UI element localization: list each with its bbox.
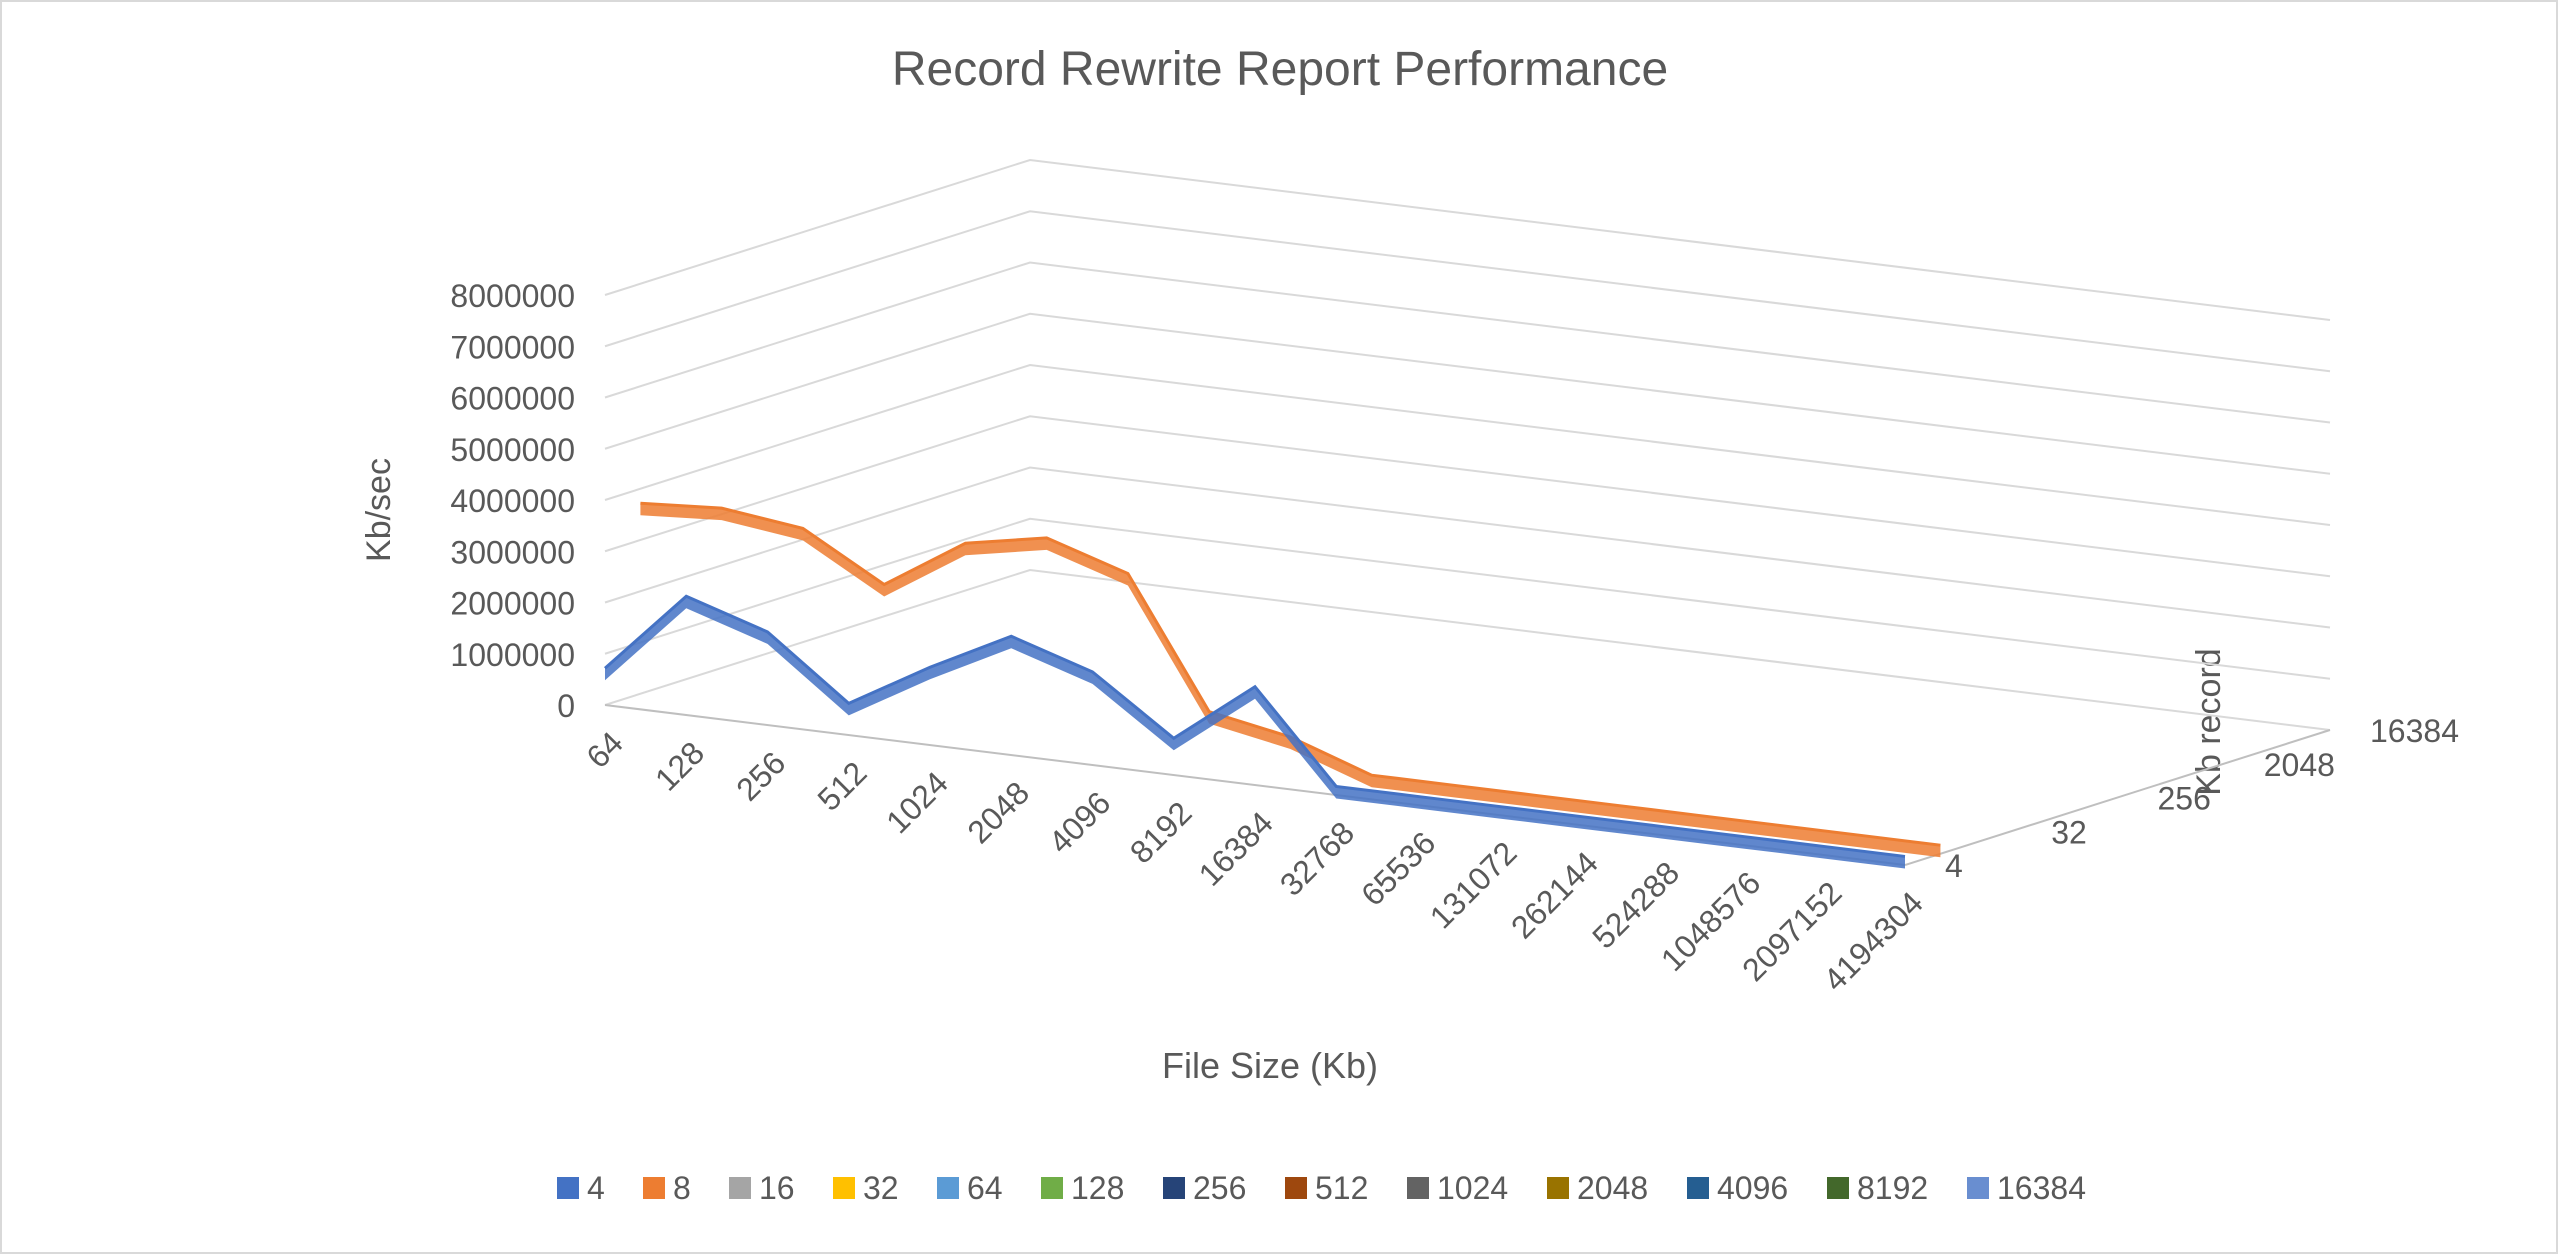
y-tick-label: 1000000	[450, 637, 575, 673]
series-edge-4	[604, 594, 1906, 858]
z-tick-label: 32	[2051, 814, 2087, 850]
gridline	[604, 466, 2331, 629]
legend-label-4096: 4096	[1717, 1170, 1788, 1206]
legend-label-16: 16	[759, 1170, 795, 1206]
gridline	[604, 517, 2331, 680]
x-axis-label: File Size (Kb)	[1162, 1045, 1378, 1086]
z-tick-label: 256	[2158, 781, 2211, 817]
legend-swatch-4096	[1687, 1177, 1709, 1199]
legend-swatch-16384	[1967, 1177, 1989, 1199]
gridline	[604, 363, 2331, 526]
legend-label-2048: 2048	[1577, 1170, 1648, 1206]
gridline	[604, 568, 2331, 731]
legend: 4 8 16 32 64 128 256 512 1024 2048 4096 8192 16384	[557, 1170, 2086, 1206]
gridline	[604, 158, 2331, 321]
z-axis-ticks: 4 32 256 2048 16384	[1945, 713, 2459, 884]
y-tick-label: 8000000	[450, 278, 575, 314]
z-axis-label: Kb record	[2190, 648, 2228, 795]
gridline	[604, 261, 2331, 424]
legend-label-8: 8	[673, 1170, 691, 1206]
z-axis-line	[1904, 729, 2331, 866]
gridline	[604, 210, 2331, 373]
legend-swatch-8192	[1827, 1177, 1849, 1199]
gridline	[604, 415, 2331, 578]
gridline	[604, 312, 2331, 475]
series-lines	[604, 501, 1941, 869]
y-tick-label: 0	[557, 688, 575, 724]
y-axis-label: Kb/sec	[360, 458, 398, 562]
legend-swatch-64	[937, 1177, 959, 1199]
y-tick-label: 3000000	[450, 534, 575, 570]
legend-swatch-256	[1163, 1177, 1185, 1199]
legend-swatch-512	[1285, 1177, 1307, 1199]
legend-label-8192: 8192	[1857, 1170, 1928, 1206]
y-axis-ticks: 0 1000000 2000000 3000000 4000000 5000000 6000…	[450, 278, 575, 724]
gridlines	[604, 158, 2331, 866]
y-tick-label: 4000000	[450, 483, 575, 519]
z-tick-label: 4	[1945, 848, 1963, 884]
legend-swatch-16	[729, 1177, 751, 1199]
legend-label-32: 32	[863, 1170, 899, 1206]
chart-title: Record Rewrite Report Performance	[892, 43, 1668, 96]
y-tick-label: 7000000	[450, 329, 575, 365]
legend-swatch-2048	[1547, 1177, 1569, 1199]
y-tick-label: 5000000	[450, 432, 575, 468]
legend-swatch-128	[1041, 1177, 1063, 1199]
y-tick-label: 6000000	[450, 381, 575, 417]
legend-swatch-4	[557, 1177, 579, 1199]
legend-label-64: 64	[967, 1170, 1003, 1206]
legend-label-16384: 16384	[1997, 1170, 2086, 1206]
legend-label-512: 512	[1315, 1170, 1368, 1206]
legend-swatch-1024	[1407, 1177, 1429, 1199]
z-tick-label: 2048	[2264, 747, 2335, 783]
y-tick-label: 2000000	[450, 586, 575, 622]
legend-label-256: 256	[1193, 1170, 1246, 1206]
z-tick-label: 16384	[2370, 713, 2459, 749]
legend-label-128: 128	[1071, 1170, 1124, 1206]
legend-swatch-32	[833, 1177, 855, 1199]
legend-swatch-8	[643, 1177, 665, 1199]
legend-label-1024: 1024	[1437, 1170, 1508, 1206]
legend-label-4: 4	[587, 1170, 605, 1206]
